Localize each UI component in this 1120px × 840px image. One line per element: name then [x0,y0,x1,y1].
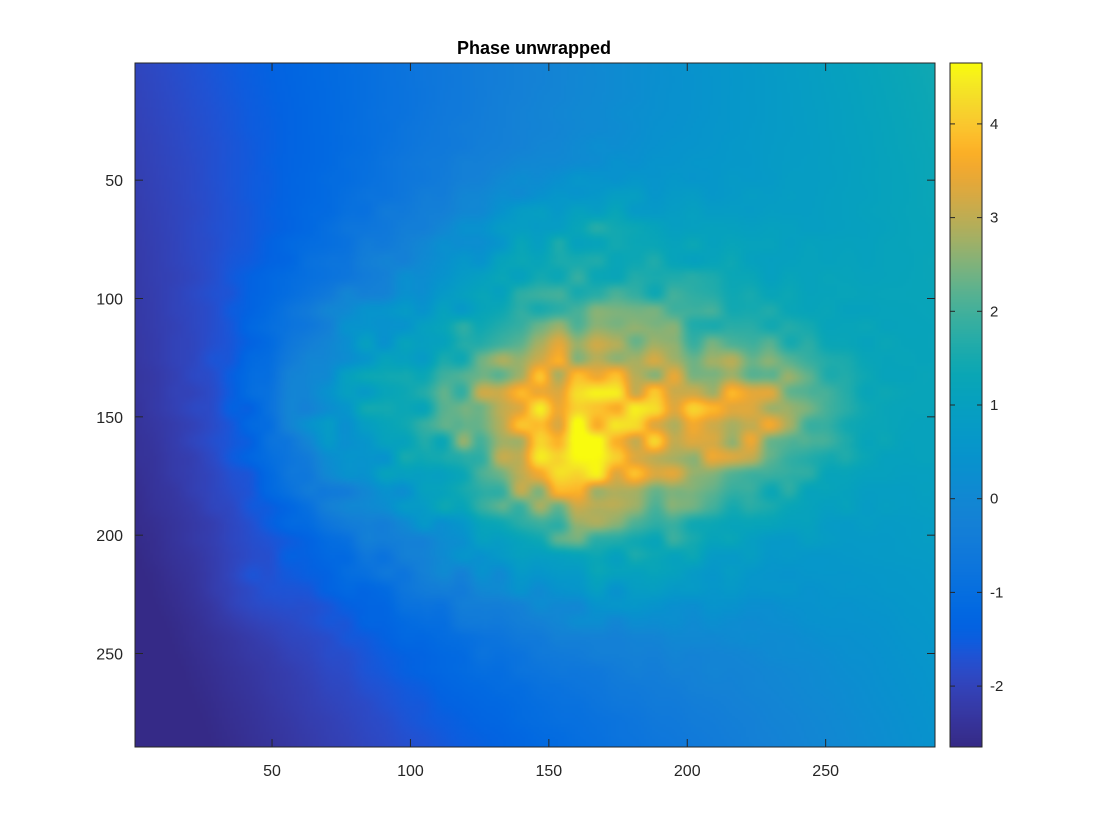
colorbar-tick-label: 4 [990,116,998,133]
x-tick-label: 100 [397,763,424,780]
y-tick-label: 50 [105,173,123,190]
colorbar-tick-label: -1 [990,584,1003,601]
colorbar-tick-label: 2 [990,303,998,320]
x-tick-label: 150 [535,763,562,780]
y-tick-label: 150 [96,410,123,427]
x-tick-label: 200 [674,763,701,780]
colorbar-tick-label: 1 [990,397,998,414]
plot-axes-box [134,62,936,748]
y-tick-label: 250 [96,647,123,664]
x-tick-label: 250 [812,763,839,780]
x-tick-label: 50 [263,763,281,780]
y-axis: 50 100 150 200 250 [96,173,935,664]
chart-title: Phase unwrapped [457,38,611,58]
colorbar-tick-label: 0 [990,491,998,508]
y-tick-label: 100 [96,291,123,308]
colorbar-tick-label: -2 [990,678,1003,695]
y-tick-label: 200 [96,528,123,545]
colorbar-tick-label: 3 [990,210,998,227]
colorbar-gradient [950,63,982,747]
x-axis: 50 100 150 200 250 [263,63,839,780]
colorbar-axis: -2 -1 0 1 2 3 4 [950,116,1003,695]
heatmap-image [135,63,935,747]
